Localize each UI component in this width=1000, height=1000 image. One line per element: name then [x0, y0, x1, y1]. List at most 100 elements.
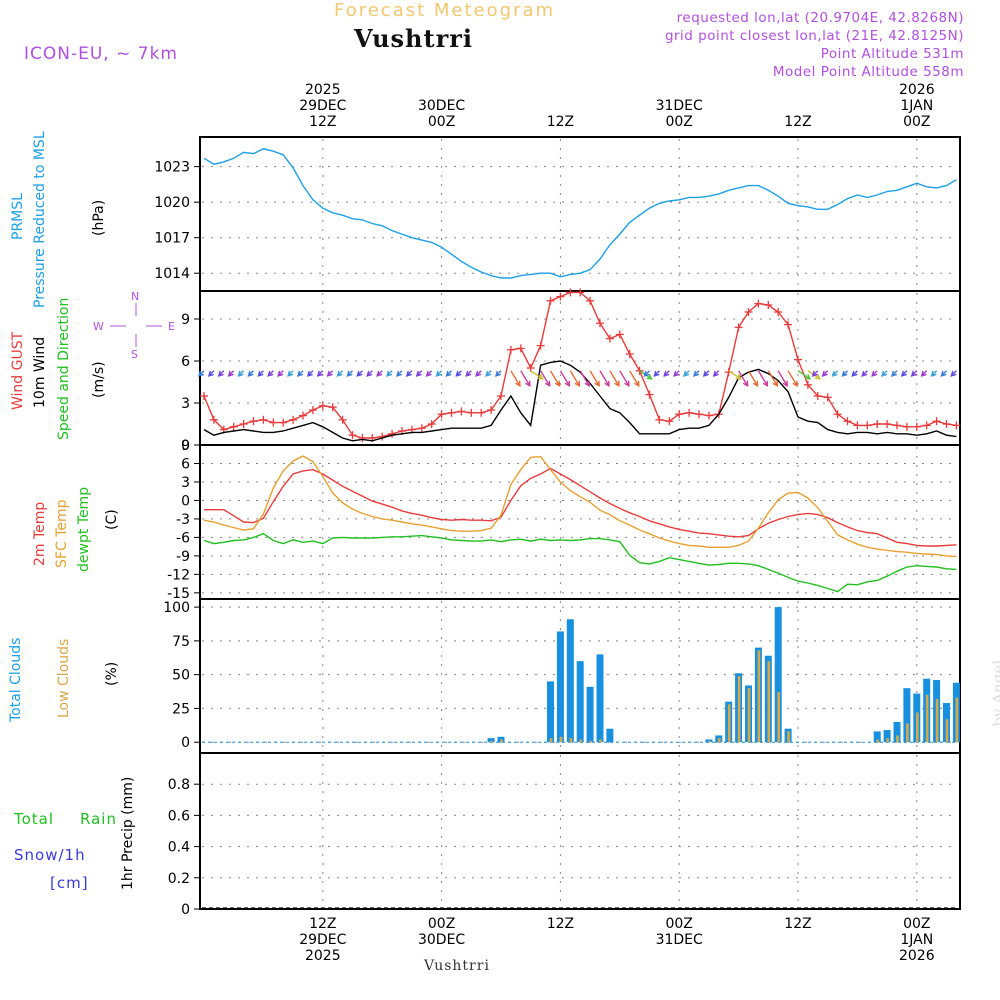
wind-arrow-head	[614, 380, 620, 388]
gust-point	[427, 420, 436, 428]
low-cloud-bar	[955, 697, 959, 743]
wind-arrow	[539, 370, 551, 387]
wind-arrow-head	[604, 380, 610, 388]
gust-point	[239, 420, 248, 428]
ytick-label: -6	[176, 530, 190, 546]
requested-coords: requested lon,lat (20.9704E, 42.8268N)	[676, 10, 964, 26]
wind-arrow-head	[267, 370, 274, 377]
wind-arrow	[757, 370, 769, 387]
ytick-label: 25	[172, 701, 190, 717]
wind-arrow-head	[425, 370, 432, 377]
gust-point	[308, 406, 317, 414]
gust-point	[229, 422, 238, 431]
low-cloud-bar	[935, 698, 939, 743]
wind-arrow-head	[646, 374, 653, 380]
gust-point	[477, 408, 486, 417]
gust-point	[259, 415, 268, 424]
wind-arrow	[510, 370, 521, 387]
total-cloud-bar	[566, 619, 574, 743]
total-cloud-bar	[487, 738, 495, 743]
wind-arrow-head	[405, 370, 412, 377]
low-cloud-bar	[767, 661, 771, 743]
low-cloud-bar	[876, 739, 879, 743]
wind-arrow	[569, 370, 580, 387]
wind-arrow-head	[287, 370, 294, 377]
ytick-label: 0	[181, 493, 190, 509]
wind-arrow-head	[861, 370, 868, 377]
time-axis-label: 30DEC 00Z	[417, 98, 466, 130]
wind-arrow-head	[346, 370, 353, 377]
compass-s: S	[131, 348, 138, 361]
wind-arrow-head	[624, 380, 630, 388]
gust-point	[813, 392, 822, 400]
wind-arrow-head	[296, 370, 303, 377]
wind-arrow-head	[851, 370, 858, 377]
wind-arrow	[599, 370, 610, 387]
gust-point	[873, 420, 882, 428]
wind-arrow-head	[435, 370, 442, 377]
grid-lines	[202, 139, 958, 910]
wind-arrow-head	[574, 380, 581, 388]
ytick-label: 0.6	[168, 808, 190, 824]
gust-point	[655, 415, 664, 424]
low-cloud-bar	[787, 731, 790, 743]
gust-point	[734, 323, 743, 332]
ytick-label: 3	[181, 475, 190, 491]
wind-arrow-head	[871, 370, 878, 377]
gust-point	[526, 364, 535, 372]
time-axis-label: 12Z	[784, 916, 812, 932]
wind-arrow-head	[544, 380, 551, 388]
wind-arrow-head	[814, 374, 822, 380]
wind-arrow-head	[515, 380, 521, 388]
wind-arrow-head	[277, 370, 284, 377]
gust-point	[922, 421, 931, 430]
gust-point	[704, 411, 713, 420]
ytick-label: 6	[181, 456, 190, 472]
precip-label-cm: [cm]	[50, 874, 89, 892]
low-cloud-bar	[599, 739, 602, 743]
wind-arrow-head	[207, 370, 214, 377]
gust-point	[516, 344, 525, 353]
low-cloud-bar	[559, 736, 563, 743]
series-line-wind-gust	[203, 291, 957, 439]
gust-point	[675, 410, 684, 419]
wind-arrow-head	[712, 370, 719, 377]
wind-arrow-head	[900, 370, 907, 377]
panel-frame-1	[199, 290, 961, 446]
wind-arrow	[549, 370, 561, 387]
ytick-label: 0.4	[168, 840, 190, 856]
ytick-label: 75	[172, 634, 190, 650]
gust-point	[942, 420, 951, 428]
low-cloud-bar	[757, 650, 761, 743]
ytick-label: -9	[176, 549, 190, 565]
wind-arrow-head	[247, 370, 254, 377]
wind-arrow	[629, 370, 640, 387]
ytick-label: 1023	[154, 160, 190, 176]
wind-arrow-head	[227, 370, 234, 377]
time-axis-label: 12Z	[546, 916, 575, 932]
low-cloud-bar	[896, 735, 899, 743]
series-line-sfc-temp	[203, 455, 957, 558]
panel-frame-0	[199, 136, 961, 292]
gust-point	[596, 319, 604, 328]
total-cloud-bar	[556, 631, 564, 743]
wind-arrow	[737, 370, 749, 387]
low-cloud-bar	[718, 738, 721, 743]
wind-arrow-head	[564, 380, 571, 388]
wind-arrow-head	[673, 370, 680, 377]
low-cloud-bar	[777, 692, 780, 743]
low-cloud-bar	[925, 694, 929, 743]
gridpoint-coords: grid point closest lon,lat (21E, 42.8125…	[664, 28, 964, 44]
ytick-label: 0	[181, 902, 190, 918]
gust-point	[536, 341, 545, 350]
wind-arrow-head	[485, 370, 492, 377]
gust-point	[388, 429, 397, 438]
series-line-prmsl-(hpa)	[203, 148, 957, 279]
low-cloud-bar	[747, 688, 751, 743]
precip-label-snow: Snow/1h	[14, 846, 86, 864]
ytick-label: 6	[181, 354, 190, 370]
wind-arrow-head	[445, 370, 452, 377]
gust-point	[487, 406, 496, 414]
wind-arrow-head	[257, 370, 264, 377]
chart-super-title: Forecast Meteogram	[334, 0, 556, 21]
